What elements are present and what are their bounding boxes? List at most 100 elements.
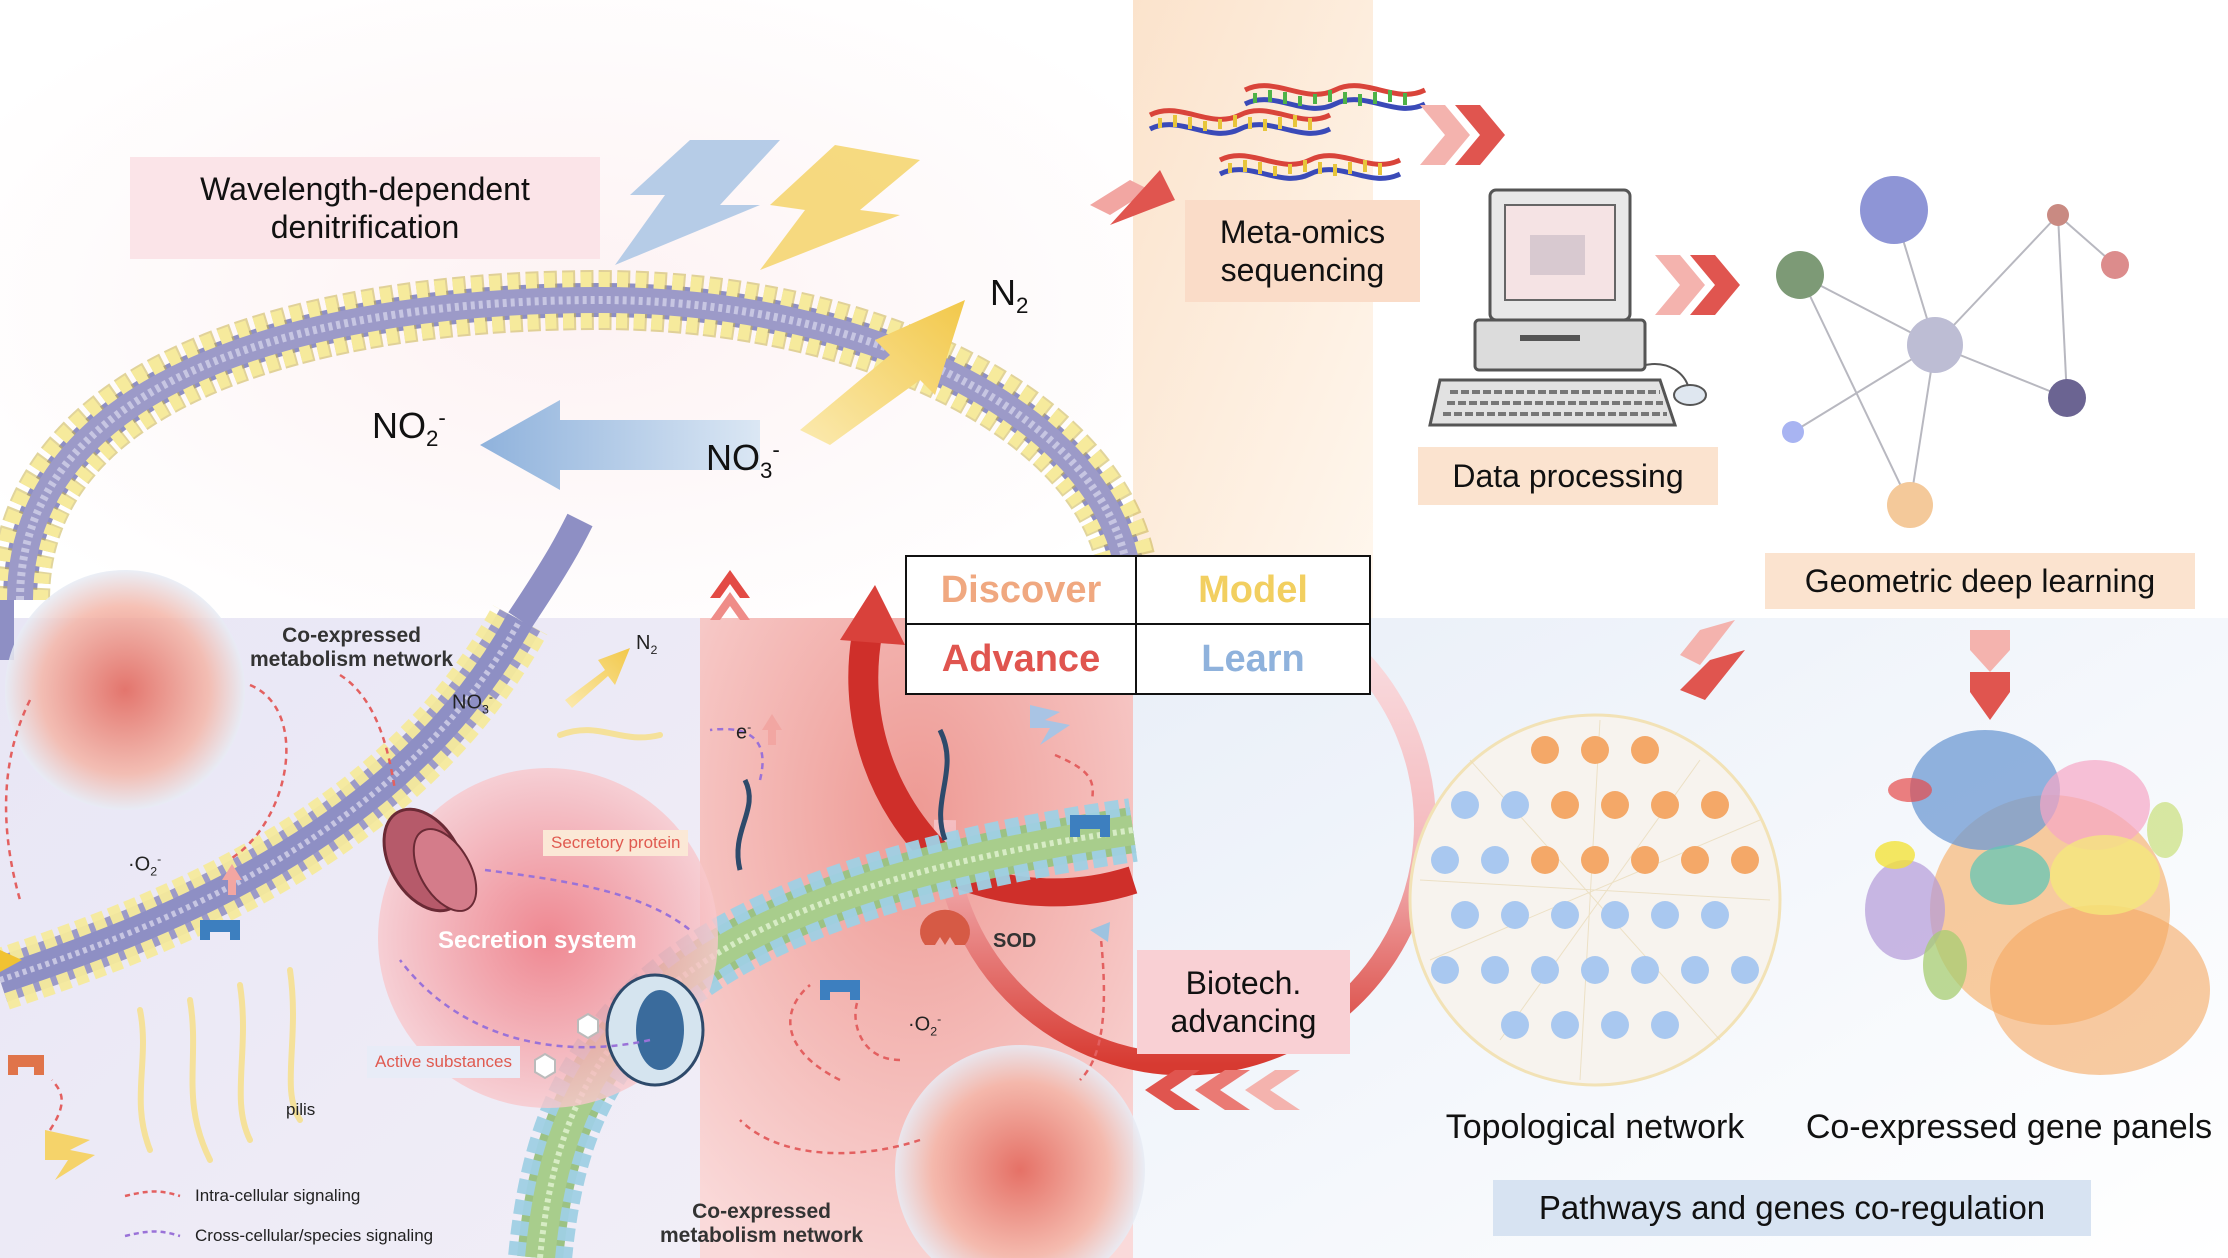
receptor-icon	[1070, 815, 1110, 837]
grid-discover: Discover	[940, 568, 1102, 611]
no2-label: NO2-	[372, 405, 446, 452]
metaomics-box: Meta-omics sequencing	[1185, 200, 1420, 302]
arrow-to-n2-small	[565, 648, 630, 708]
network-node	[1481, 846, 1509, 874]
network-node	[1651, 791, 1679, 819]
electron-label: e-	[736, 720, 752, 744]
data-processing-box: Data processing	[1418, 447, 1718, 505]
legend-intra-line	[124, 1190, 181, 1198]
network-node	[1431, 956, 1459, 984]
network-node	[1581, 846, 1609, 874]
marker-icon	[1090, 922, 1110, 942]
active-substances-label: Active substances	[367, 1046, 521, 1078]
sod-label: SOD	[993, 930, 1037, 952]
pathways-box: Pathways and genes co-regulation	[1493, 1180, 2091, 1236]
metaomics-line1: Meta-omics	[1219, 213, 1386, 250]
network-node	[1551, 901, 1579, 929]
no3-label: NO3-	[706, 437, 780, 484]
n2-label: N2	[990, 272, 1029, 319]
secretion-system-label: Secretion system	[438, 927, 637, 954]
cycle-arrowhead	[840, 585, 905, 645]
graph-node	[1887, 482, 1933, 528]
coexpressed-panels-label: Co-expressed gene panels	[1805, 1108, 2213, 1146]
geometric-label: Geometric deep learning	[1804, 562, 2156, 599]
network-node	[1531, 956, 1559, 984]
receptor-icon	[8, 1055, 44, 1075]
signaling-arrows	[4, 673, 1106, 1155]
legend-cross-line	[124, 1230, 181, 1238]
geometric-box: Geometric deep learning	[1765, 553, 2195, 609]
grid-advance: Advance	[941, 637, 1101, 680]
flagellum	[735, 778, 752, 871]
geometric-graph	[1776, 176, 2129, 528]
network-node	[1631, 956, 1659, 984]
no3-small-label: NO3-	[452, 690, 494, 717]
up-arrow-icon	[762, 714, 782, 745]
graph-node	[2048, 379, 2086, 417]
network-node	[1731, 956, 1759, 984]
o2-right-label: ·O2-	[908, 1012, 942, 1039]
network-node	[1631, 736, 1659, 764]
network-node	[1501, 791, 1529, 819]
network-node	[1431, 846, 1459, 874]
n2-small-label: N2	[636, 632, 658, 657]
secretion-channel-icon	[605, 973, 705, 1087]
lightning-yellow-icon	[760, 145, 920, 270]
o2-left-label: ·O2-	[128, 852, 162, 879]
network-node	[1451, 901, 1479, 929]
chevron-up-icon	[710, 570, 750, 598]
pilis-label: pilis	[286, 1100, 316, 1119]
network-node	[1601, 1011, 1629, 1039]
title-line2: denitrification	[270, 209, 460, 245]
protein-channel-icon	[382, 807, 478, 913]
network-node	[1501, 901, 1529, 929]
grid-divider-v	[1135, 557, 1137, 693]
network-node	[1651, 1011, 1679, 1039]
network-node	[1581, 956, 1609, 984]
graph-node	[1860, 176, 1928, 244]
title-line1: Wavelength-dependent	[200, 170, 530, 207]
sod-enzyme-icon	[920, 909, 970, 945]
chevrons-down-left-icon	[1680, 620, 1745, 700]
chevrons-to-sequencing-icon	[1090, 170, 1175, 225]
legend-cross-label: Cross-cellular/species signaling	[195, 1226, 434, 1245]
computer-icon	[1428, 188, 1707, 427]
network-node	[1531, 846, 1559, 874]
grid-model: Model	[1198, 568, 1308, 611]
data-processing-label: Data processing	[1452, 457, 1684, 494]
network-node	[1701, 901, 1729, 929]
chevrons-to-network-icon	[1655, 255, 1740, 315]
network-node	[1601, 791, 1629, 819]
cell-membrane-left	[0, 513, 593, 1010]
graph-node	[2101, 251, 2129, 279]
network-node	[1451, 791, 1479, 819]
biotech-box: Biotech. advancing	[1137, 950, 1350, 1054]
secretory-protein-label: Secretory protein	[543, 830, 689, 856]
arrow-no3-to-no2	[480, 400, 760, 490]
lightning-blue-icon	[615, 140, 780, 265]
dna-strands-icon	[1148, 83, 1427, 181]
network-node	[1581, 736, 1609, 764]
coexp-bottom-label: Co-expressed metabolism network	[660, 1200, 864, 1247]
receptor-icon	[200, 920, 240, 940]
chevrons-to-computer-icon	[1420, 105, 1505, 165]
network-node	[1651, 901, 1679, 929]
lightning-small-blue-icon	[1030, 705, 1070, 745]
pili	[137, 727, 663, 1163]
network-node	[1551, 791, 1579, 819]
graph-node	[1782, 421, 1804, 443]
network-node	[1731, 846, 1759, 874]
graph-node	[1776, 251, 1824, 299]
network-node	[1681, 846, 1709, 874]
receptor-icon	[820, 980, 860, 1000]
center-grid: Discover Model Advance Learn	[905, 555, 1371, 695]
title-box: Wavelength-dependent denitrification	[130, 157, 600, 259]
topological-network	[1408, 713, 1782, 1087]
chevrons-down-icon	[1970, 630, 2010, 720]
metaomics-line2: sequencing	[1220, 252, 1385, 288]
cell-membrane-top	[0, 269, 1160, 602]
grid-divider-h	[907, 623, 1369, 625]
topological-label: Topological network	[1445, 1108, 1745, 1146]
lightning-small-icon	[45, 1130, 95, 1180]
